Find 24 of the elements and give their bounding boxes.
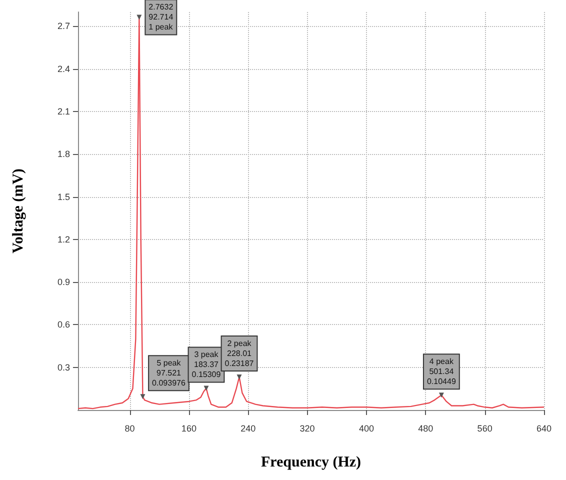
x-tick-label: 400 bbox=[358, 424, 374, 434]
y-tick-label: 0.3 bbox=[57, 362, 70, 372]
x-tick-label: 160 bbox=[181, 424, 196, 434]
y-tick-label: 1.2 bbox=[57, 234, 70, 244]
x-tick-label: 560 bbox=[477, 424, 492, 434]
x-tick-label: 240 bbox=[240, 424, 256, 434]
y-tick-label: 2.1 bbox=[57, 106, 70, 116]
x-tick-label: 80 bbox=[124, 424, 135, 434]
y-tick-label: 2.4 bbox=[57, 64, 70, 74]
annotation: 5 peak 97.521 0.093976 bbox=[152, 358, 186, 388]
y-tick-label: 0.6 bbox=[57, 320, 70, 330]
x-axis-title: Frequency (Hz) bbox=[260, 454, 362, 470]
y-tick-label: 0.9 bbox=[57, 277, 70, 288]
y-tick-label: 1.5 bbox=[57, 192, 70, 202]
annotation: 4 peak 501.34 0.10449 bbox=[426, 357, 456, 386]
x-tick-label: 480 bbox=[418, 424, 434, 434]
y-tick-label: 2.7 bbox=[57, 21, 70, 32]
x-tick-label: 640 bbox=[536, 424, 552, 434]
y-tick-label: 1.8 bbox=[57, 149, 70, 160]
y-axis-title: Voltage (mV) bbox=[10, 168, 26, 254]
annotation: 3 peak 183.37 0.15309 bbox=[192, 350, 222, 380]
annotation: 2.7632 92.714 1 peak bbox=[148, 2, 174, 32]
x-tick-label: 320 bbox=[300, 424, 315, 434]
annotation: 2 peak 228.01 0.23187 bbox=[224, 339, 254, 368]
